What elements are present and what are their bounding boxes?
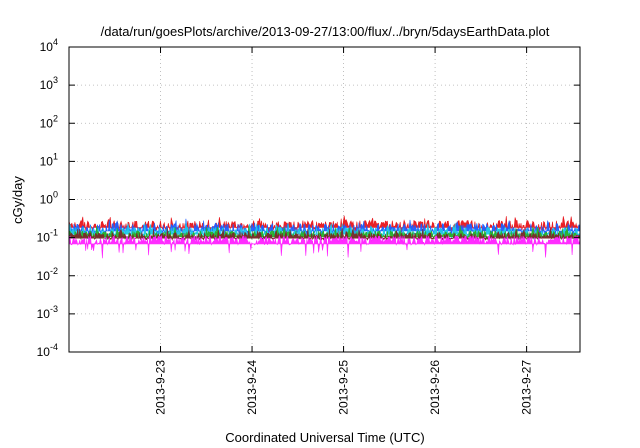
- y-tick-label: 10-4: [37, 342, 58, 359]
- grid-layer: [69, 47, 580, 352]
- y-tick-label: 102: [40, 113, 58, 130]
- series-trace: [68, 234, 581, 259]
- ticks-layer: 10-4 10-3 10-2 10-1 100 101 102 103 104 2013-9-23…: [37, 37, 580, 415]
- y-axis-label: cGy/day: [10, 176, 25, 224]
- series-layer: [68, 215, 581, 259]
- chart-title: /data/run/goesPlots/archive/2013-09-27/1…: [101, 24, 550, 39]
- y-tick-label: 100: [40, 190, 58, 207]
- y-tick-label: 10-3: [37, 304, 58, 321]
- x-tick-label: 2013-9-26: [428, 360, 442, 415]
- x-axis-label: Coordinated Universal Time (UTC): [225, 430, 424, 445]
- y-tick-label: 104: [40, 37, 58, 54]
- y-tick-label: 103: [40, 75, 58, 92]
- y-tick-label: 101: [40, 151, 58, 168]
- x-tick-label: 2013-9-23: [154, 360, 168, 415]
- x-tick-label: 2013-9-25: [337, 360, 351, 415]
- x-tick-label: 2013-9-24: [245, 360, 259, 415]
- x-tick-label: 2013-9-27: [520, 360, 534, 415]
- y-tick-label: 10-1: [37, 228, 58, 245]
- y-tick-label: 10-2: [37, 266, 58, 283]
